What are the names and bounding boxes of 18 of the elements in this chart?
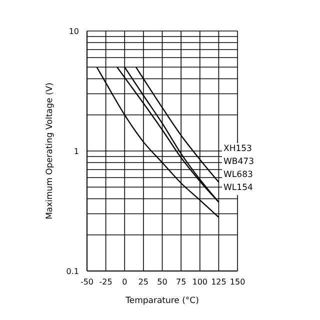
text: WL683 (224, 169, 254, 182)
y-tick-label: 0.1 (66, 266, 79, 276)
x-tick-label: 75 (176, 278, 186, 287)
text: WL154 (224, 182, 254, 195)
x-tick-label: -50 (80, 278, 94, 287)
text: WB473 (224, 156, 254, 169)
x-tick-label: -25 (99, 278, 112, 287)
y-tick-label: 10 (68, 26, 79, 36)
x-tick-label: 150 (230, 278, 246, 287)
x-tick-label: 125 (211, 278, 226, 287)
x-axis-title: Temparature (°C) (124, 296, 199, 306)
x-tick-label: 50 (157, 278, 168, 287)
x-tick-label: 0 (122, 278, 128, 287)
x-tick-label: 25 (138, 278, 149, 287)
y-axis-title: Maximum Operating Voltage (V) (45, 82, 56, 220)
y-tick-label: 1 (74, 146, 79, 156)
text: XH153 (224, 143, 253, 156)
x-tick-label: 100 (192, 278, 208, 287)
